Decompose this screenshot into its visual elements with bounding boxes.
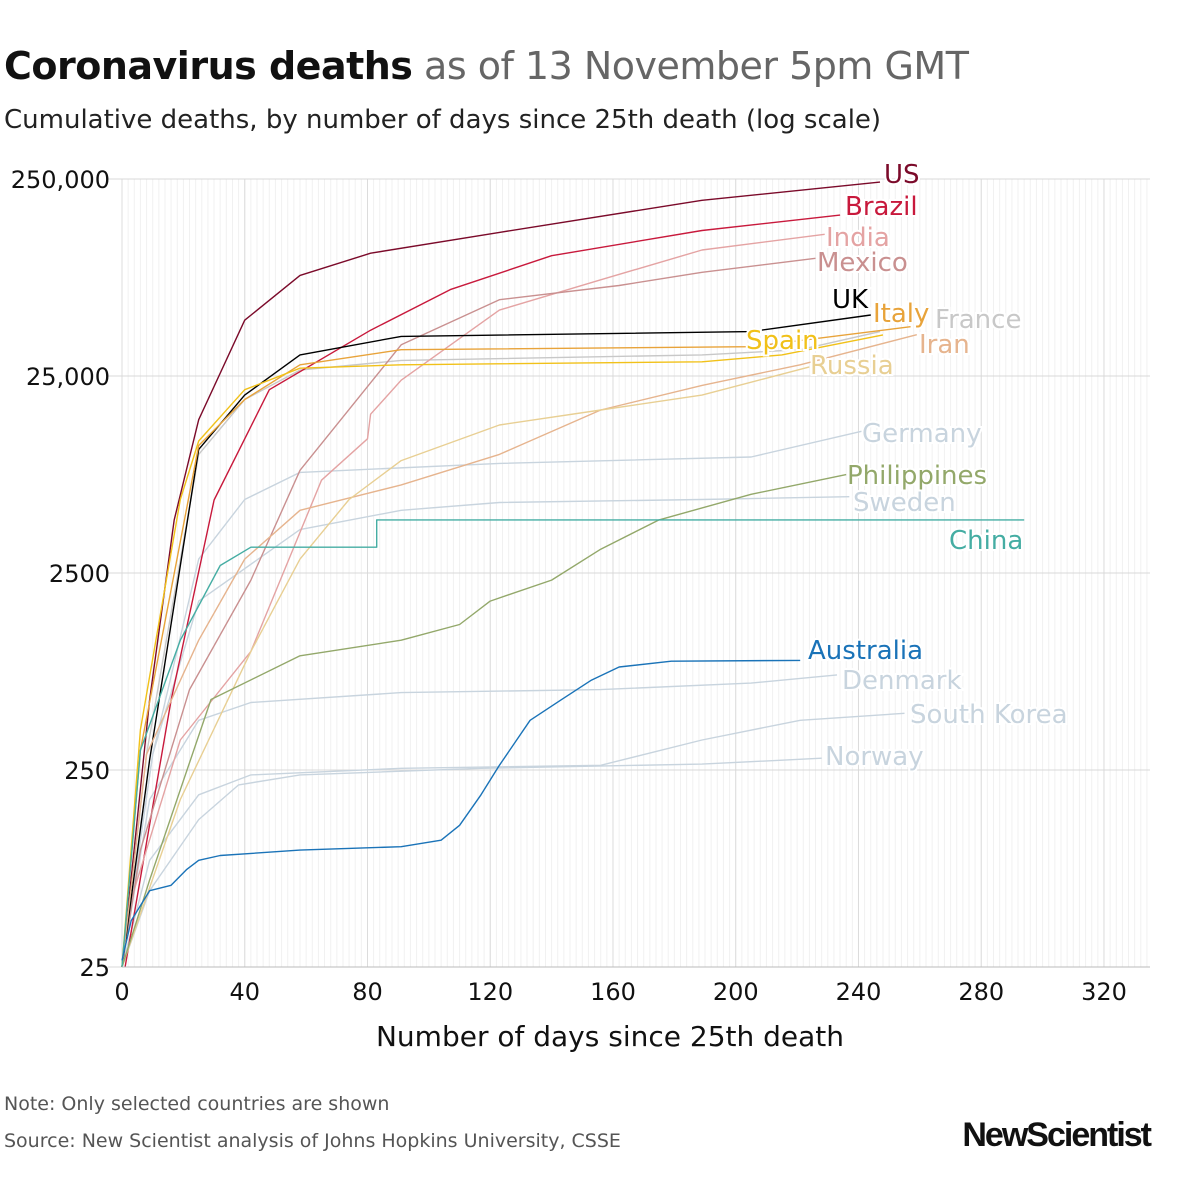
series-labels: France Germany Sweden Denmark South Korea Nor… (744, 158, 1070, 774)
gridlines (108, 178, 1150, 968)
series-label-denmark: Denmark (842, 666, 962, 696)
series-label-italy: Italy (873, 299, 929, 329)
y-tick-label: 250 (64, 757, 110, 785)
footnote: Note: Only selected countries are shown (4, 1093, 390, 1115)
series-label-philippines: Philippines (847, 461, 987, 491)
series-line-philippines (121, 473, 847, 968)
x-tick-label: 240 (836, 978, 882, 1006)
series-label-mexico: Mexico (817, 248, 908, 278)
x-tick-label: 320 (1081, 978, 1127, 1006)
source-note: Source: New Scientist analysis of Johns … (4, 1130, 621, 1152)
series-line-norway (121, 757, 822, 968)
series-line-us (121, 181, 881, 968)
series-label-us: US (884, 160, 920, 190)
series-line-spain (121, 334, 884, 968)
series-line-china (121, 519, 1025, 968)
x-tick-label: 280 (958, 978, 1004, 1006)
line-chart: France Germany Sweden Denmark South Korea Nor… (11, 158, 1150, 1053)
x-tick-label: 120 (467, 978, 513, 1006)
series-line-mexico (121, 257, 816, 968)
series-lines (121, 181, 1025, 968)
series-label-south-korea: South Korea (910, 700, 1068, 730)
x-tick-label: 160 (590, 978, 636, 1006)
series-label-brazil: Brazil (845, 192, 918, 222)
axes: 0 40 80 120 160 200 240 280 320 25 250 2500 25,000 25… (11, 166, 1150, 1053)
series-line-uk (121, 314, 871, 968)
title-bold: Coronavirus deaths (4, 44, 413, 88)
series-label-russia: Russia (810, 351, 894, 381)
series-line-brazil (124, 214, 841, 968)
series-label-germany: Germany (862, 419, 982, 449)
series-line-denmark (121, 674, 838, 968)
series-label-australia: Australia (808, 636, 923, 666)
series-line-australia (121, 659, 801, 961)
series-line-south-korea (121, 712, 905, 968)
x-tick-label: 80 (352, 978, 383, 1006)
series-label-norway: Norway (825, 742, 924, 772)
series-line-germany (121, 430, 862, 968)
series-line-india (121, 233, 825, 968)
y-tick-label: 25 (79, 954, 110, 982)
x-axis-label: Number of days since 25th death (376, 1020, 844, 1053)
y-tick-label: 250,000 (11, 166, 110, 194)
title-date: as of 13 November 5pm GMT (424, 44, 969, 88)
series-line-russia (121, 366, 810, 968)
series-line-france (121, 330, 881, 968)
y-tick-label: 25,000 (26, 363, 110, 391)
y-tick-label: 2500 (49, 560, 110, 588)
series-label-france: France (935, 305, 1021, 335)
new-scientist-logo: NewScientist (962, 1116, 1152, 1154)
x-tick-label: 0 (114, 978, 129, 1006)
x-tick-label: 40 (229, 978, 260, 1006)
series-label-india: India (826, 223, 890, 253)
series-line-sweden (121, 496, 850, 968)
series-label-sweden: Sweden (853, 488, 956, 518)
series-line-italy (121, 326, 911, 968)
series-line-iran (121, 334, 917, 968)
series-label-iran: Iran (919, 330, 970, 360)
x-tick-label: 200 (713, 978, 759, 1006)
series-label-uk: UK (832, 285, 869, 315)
series-label-spain: Spain (746, 326, 819, 356)
series-label-china: China (949, 526, 1023, 556)
chart-title: Coronavirus deaths as of 13 November 5pm… (4, 44, 969, 88)
chart-subtitle: Cumulative deaths, by number of days sin… (4, 105, 882, 135)
